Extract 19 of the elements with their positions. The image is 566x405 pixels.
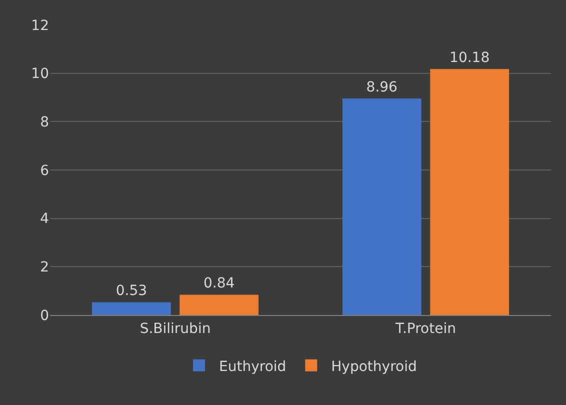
y-tick-label: 4 [40,211,50,228]
y-tick-label: 6 [40,162,50,179]
bar [92,302,171,315]
legend-label: Hypothyroid [331,358,417,375]
data-label: 0.53 [116,283,147,300]
y-tick-label: 2 [40,260,49,276]
data-label: 10.18 [450,50,490,66]
y-tick-label: 0 [40,308,49,324]
x-tick-label: S.Bilirubin [140,320,211,337]
bar [180,294,259,315]
bar [342,98,422,315]
legend-label: Euthyroid [219,358,286,375]
y-tick-label: 12 [31,18,49,34]
data-label: 0.84 [203,276,235,292]
y-tick-label: 8 [40,114,49,131]
bar [430,68,510,315]
y-tick-label: 10 [31,66,49,82]
data-label: 8.96 [366,79,398,96]
x-tick-label: T.Protein [394,320,456,337]
